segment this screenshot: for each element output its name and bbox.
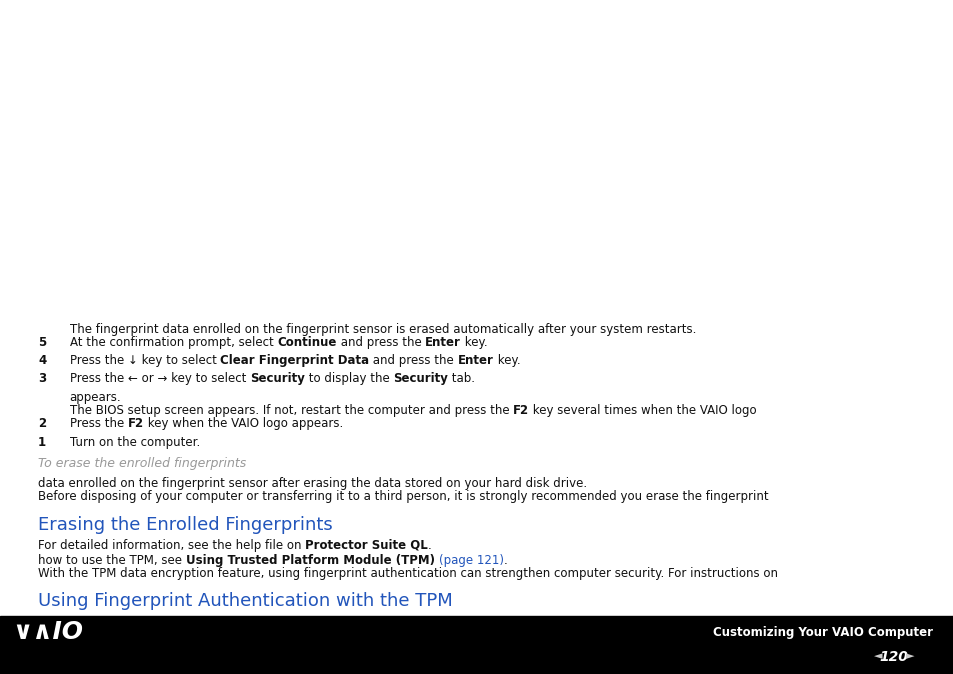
Text: tab.: tab. [448,372,475,385]
Text: to display the: to display the [304,372,393,385]
Text: .: . [428,539,432,552]
Text: ►: ► [905,652,913,662]
Text: Clear Fingerprint Data: Clear Fingerprint Data [220,354,369,367]
Text: At the confirmation prompt, select: At the confirmation prompt, select [70,336,277,349]
Text: The fingerprint data enrolled on the fingerprint sensor is erased automatically : The fingerprint data enrolled on the fin… [70,323,696,336]
Text: key when the VAIO logo appears.: key when the VAIO logo appears. [144,417,343,430]
Text: Using Trusted Platform Module (TPM): Using Trusted Platform Module (TPM) [186,554,438,567]
Text: 4: 4 [38,354,47,367]
Text: Press the ← or → key to select: Press the ← or → key to select [70,372,250,385]
Text: 3: 3 [38,372,47,385]
Text: and press the: and press the [336,336,425,349]
Bar [0,616,953,674]
Text: Security: Security [250,372,304,385]
Text: Customizing Your VAIO Computer: Customizing Your VAIO Computer [712,625,932,639]
Text: key.: key. [460,336,487,349]
Text: how to use the TPM, see: how to use the TPM, see [38,554,186,567]
Text: Erasing the Enrolled Fingerprints: Erasing the Enrolled Fingerprints [38,516,333,534]
Text: ∨∧IO: ∨∧IO [12,620,83,644]
Text: Press the ↓ key to select: Press the ↓ key to select [70,354,220,367]
Text: key several times when the VAIO logo: key several times when the VAIO logo [529,404,756,417]
Text: Turn on the computer.: Turn on the computer. [70,436,200,449]
Text: Using Fingerprint Authentication with the TPM: Using Fingerprint Authentication with th… [38,592,453,610]
Text: (page 121): (page 121) [438,554,503,567]
Text: F2: F2 [513,404,529,417]
Text: To erase the enrolled fingerprints: To erase the enrolled fingerprints [38,457,246,470]
Text: and press the: and press the [369,354,457,367]
Text: Security: Security [393,372,448,385]
Text: .: . [503,554,507,567]
Text: 2: 2 [38,417,47,430]
Text: F2: F2 [128,417,144,430]
Text: data enrolled on the fingerprint sensor after erasing the data stored on your ha: data enrolled on the fingerprint sensor … [38,477,587,490]
Text: Press the: Press the [70,417,128,430]
Text: With the TPM data encryption feature, using fingerprint authentication can stren: With the TPM data encryption feature, us… [38,567,778,580]
Text: 120: 120 [879,650,907,664]
Text: The BIOS setup screen appears. If not, restart the computer and press the: The BIOS setup screen appears. If not, r… [70,404,513,417]
Text: Continue: Continue [277,336,336,349]
Text: 5: 5 [38,336,47,349]
Text: For detailed information, see the help file on: For detailed information, see the help f… [38,539,305,552]
Text: Enter: Enter [457,354,494,367]
Text: key.: key. [494,354,519,367]
Text: Enter: Enter [425,336,460,349]
Text: Protector Suite QL: Protector Suite QL [305,539,428,552]
Text: ◄: ◄ [874,652,882,662]
Text: appears.: appears. [70,391,121,404]
Text: Before disposing of your computer or transferring it to a third person, it is st: Before disposing of your computer or tra… [38,490,768,503]
Text: 1: 1 [38,436,47,449]
